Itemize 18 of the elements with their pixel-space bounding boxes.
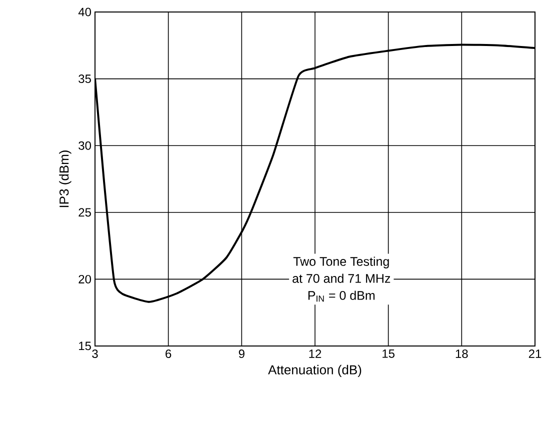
x-tick-label: 18: [456, 350, 468, 358]
y-tick-label: 25: [78, 208, 91, 217]
x-tick-label: 15: [382, 350, 394, 358]
annotation: Two Tone Testing: [293, 256, 389, 268]
y-tick-label: 20: [78, 274, 92, 284]
annotation: P$_{IN}$ = 0 dBm: [308, 290, 375, 302]
x-tick-label: 3: [92, 350, 98, 358]
y-tick-label: 15: [79, 342, 91, 350]
x-axis-title: Attenuation (dB): [268, 364, 362, 377]
y-tick-label: 30: [78, 141, 92, 150]
y-tick-label: 35: [78, 74, 91, 84]
annotation: at 70 and 71 MHz: [292, 274, 390, 283]
x-tick-label: 21: [528, 350, 542, 358]
x-tick-label: 9: [238, 350, 244, 358]
x-tick-label: 12: [309, 350, 322, 358]
y-tick-label: 40: [78, 8, 92, 16]
y-axis-title: IP3 (dBm): [59, 150, 72, 208]
x-tick-label: 6: [166, 350, 172, 358]
